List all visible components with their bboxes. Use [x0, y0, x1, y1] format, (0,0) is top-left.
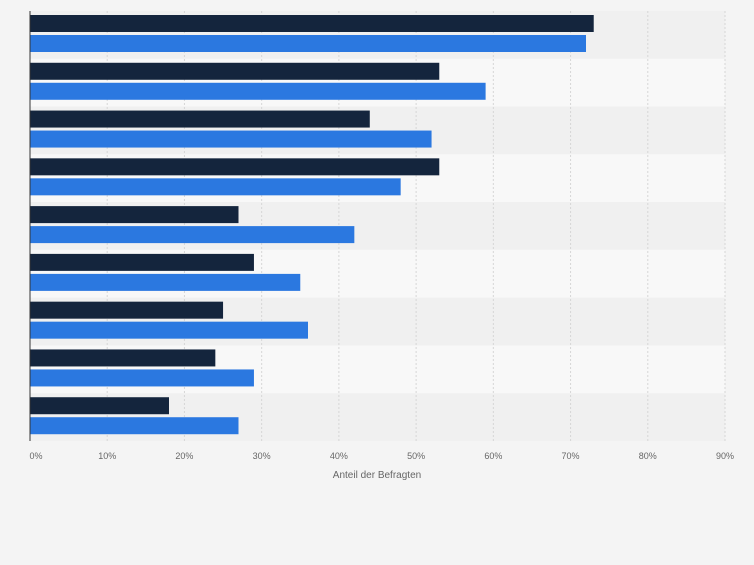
- bar-series-2[interactable]: [30, 321, 308, 339]
- bar-series-1[interactable]: [30, 110, 370, 128]
- bar-series-2[interactable]: [30, 82, 486, 100]
- bars: [30, 15, 594, 435]
- bar-series-1[interactable]: [30, 62, 440, 80]
- bar-series-2[interactable]: [30, 417, 239, 435]
- x-tick-labels: 0% 10% 20% 30% 40% 50% 60% 70% 80% 90%: [29, 451, 734, 461]
- x-tick-label: 40%: [330, 451, 348, 461]
- bar-series-1[interactable]: [30, 397, 169, 415]
- bar-series-2[interactable]: [30, 178, 401, 196]
- bar-series-2[interactable]: [30, 130, 432, 148]
- x-tick-label: 0%: [29, 451, 42, 461]
- x-tick-label: 30%: [253, 451, 271, 461]
- bar-series-1[interactable]: [30, 206, 239, 224]
- bar-series-1[interactable]: [30, 253, 254, 271]
- x-tick-label: 80%: [639, 451, 657, 461]
- bar-series-2[interactable]: [30, 369, 254, 387]
- x-tick-label: 90%: [716, 451, 734, 461]
- bar-series-2[interactable]: [30, 226, 355, 244]
- bar-series-2[interactable]: [30, 273, 301, 291]
- x-tick-label: 60%: [484, 451, 502, 461]
- x-tick-label: 50%: [407, 451, 425, 461]
- x-tick-label: 70%: [562, 451, 580, 461]
- bar-series-1[interactable]: [30, 301, 224, 319]
- bar-series-1[interactable]: [30, 158, 440, 176]
- bar-series-1[interactable]: [30, 15, 594, 32]
- x-tick-label: 20%: [175, 451, 193, 461]
- x-tick-label: 10%: [98, 451, 116, 461]
- bar-series-1[interactable]: [30, 349, 216, 367]
- bar-series-2[interactable]: [30, 35, 586, 52]
- x-axis-label: Anteil der Befragten: [333, 470, 421, 481]
